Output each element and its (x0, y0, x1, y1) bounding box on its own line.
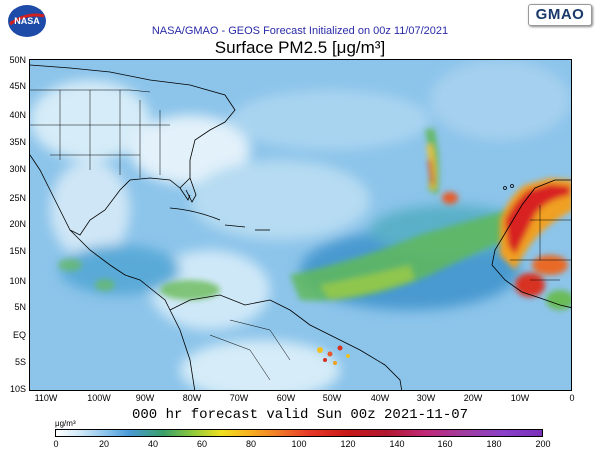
coastlines (30, 64, 571, 390)
lat-label: 10N (9, 276, 26, 286)
map-canvas (30, 60, 571, 390)
lat-label: 40N (9, 110, 26, 120)
gmao-logo: GMAO (528, 4, 592, 26)
lat-label: 45N (9, 81, 26, 91)
colorbar-tick: 120 (340, 439, 356, 449)
lon-label: 110W (34, 393, 58, 403)
lat-label: EQ (12, 330, 26, 340)
colorbar-tick: 60 (196, 439, 207, 449)
colorbar-tick: 160 (437, 439, 453, 449)
colorbar (55, 429, 543, 437)
lon-label: 100W (87, 393, 111, 403)
init-header: NASA/GMAO - GEOS Forecast Initialized on… (151, 25, 449, 37)
lat-label: 15N (9, 246, 26, 256)
lon-label: 10W (510, 393, 530, 403)
lon-label: 90W (135, 393, 155, 403)
lon-label: 0 (569, 393, 575, 403)
africa-hotspots (500, 178, 571, 310)
forecast-valid-text: 000 hr forecast valid Sun 00z 2021-11-07 (131, 407, 469, 423)
lat-label: 5S (14, 357, 26, 367)
lon-label: 70W (229, 393, 249, 403)
nasa-logo-text: NASA (14, 16, 40, 26)
lat-label: 50N (9, 55, 26, 65)
dust-plume (58, 128, 530, 301)
colorbar-tick: 40 (147, 439, 158, 449)
lat-label: 25N (9, 193, 26, 203)
lat-label: 30N (9, 164, 26, 174)
lon-label: 30W (416, 393, 436, 403)
lon-label: 40W (370, 393, 390, 403)
nasa-logo: NASA (8, 5, 46, 37)
colorbar-tick: 20 (98, 439, 109, 449)
lon-label: 20W (463, 393, 483, 403)
borders (30, 89, 571, 381)
colorbar-tick: 180 (486, 439, 502, 449)
colorbar-tick: 140 (389, 439, 405, 449)
lat-label: 20N (9, 219, 26, 229)
map-title: Surface PM2.5 [μg/m³] (214, 38, 386, 57)
lon-label: 50W (322, 393, 342, 403)
colorbar-tick: 0 (53, 439, 59, 449)
brazil-hotspots (317, 345, 350, 365)
colorbar-tick: 100 (291, 439, 307, 449)
colorbar-unit: μg/m³ (55, 419, 76, 428)
lat-label: 35N (9, 137, 26, 147)
lon-label: 80W (182, 393, 202, 403)
lat-label: 5N (14, 302, 26, 312)
lon-label: 60W (276, 393, 296, 403)
colorbar-tick: 80 (245, 439, 256, 449)
lat-label: 10S (9, 384, 26, 394)
colorbar-tick: 200 (535, 439, 551, 449)
pm25-map (29, 59, 572, 391)
